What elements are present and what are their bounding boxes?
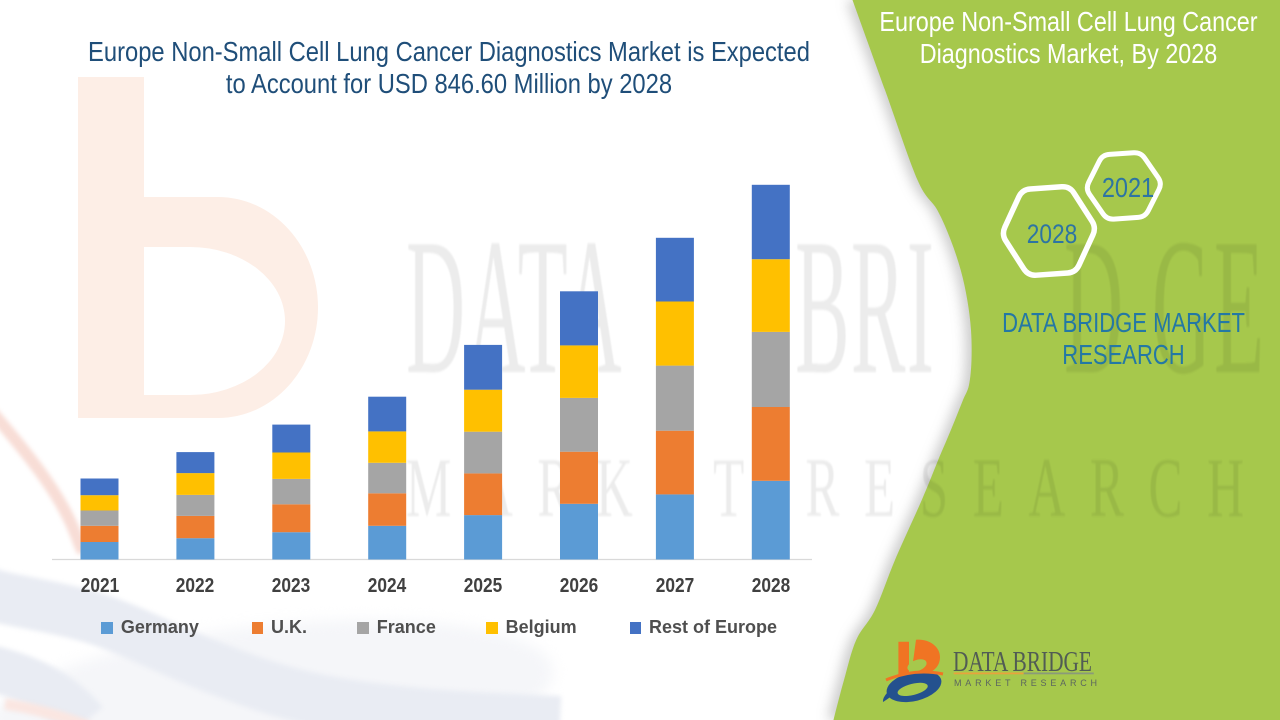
svg-text:MARKET RESEARCH: MARKET RESEARCH	[954, 678, 1101, 688]
